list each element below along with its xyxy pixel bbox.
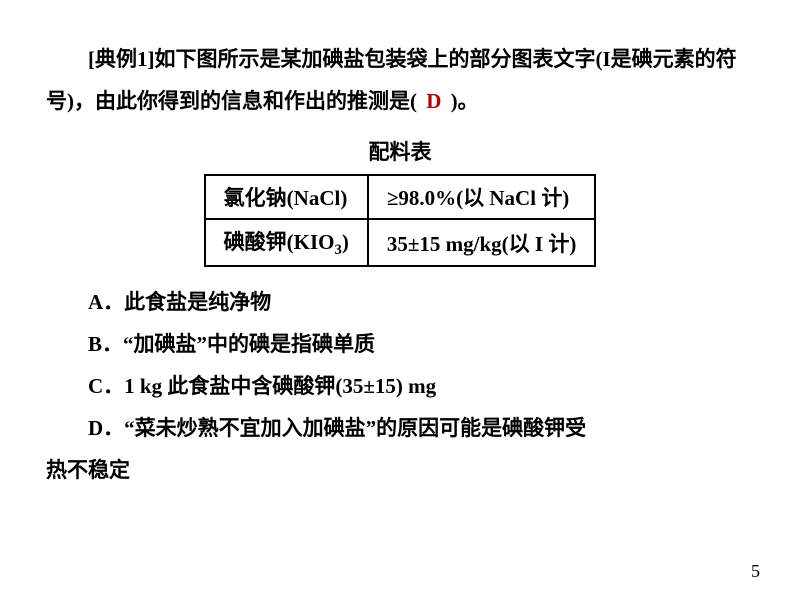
cell-kio3-name: 碘酸钾(KIO3) [205, 219, 368, 266]
question-intro: [典例1]如下图所示是某加碘盐包装袋上的部分图表文字(I是碘元素的符号)，由此你… [46, 38, 754, 122]
kio3-suffix: 计) [543, 232, 576, 256]
nacl-val-prefix: ≥98.0%(以 [387, 186, 490, 210]
options-block: A．此食盐是纯净物 B．“加碘盐”中的碘是指碘单质 C．1 kg 此食盐中含碘酸… [46, 281, 754, 491]
page-number: 5 [751, 561, 760, 582]
nacl-val-suffix: 计) [536, 186, 569, 210]
nacl-chem: NaCl [489, 186, 536, 210]
kio3-val: 35±15 mg/kg(以 [387, 232, 535, 256]
answer-letter: D [422, 89, 445, 113]
opt-c-prefix: C． [88, 374, 124, 398]
option-c: C．1 kg 此食盐中含碘酸钾(35±15) mg [46, 365, 754, 407]
opt-c-num: 1 kg [124, 374, 167, 398]
cell-kio3-value: 35±15 mg/kg(以 I 计) [368, 219, 595, 266]
lparen: ( [410, 89, 417, 113]
kio3-f-a: (KIO [287, 230, 335, 254]
opt-c-mid: 此食盐中含碘酸钾 [167, 374, 335, 398]
ingredient-table: 氯化钠(NaCl) ≥98.0%(以 NaCl 计) 碘酸钾(KIO3) 35±… [204, 174, 597, 267]
kio3-cn: 碘酸钾 [224, 230, 287, 254]
kio3-chem: I [535, 232, 543, 256]
option-d-line1: D．“菜未炒熟不宜加入加碘盐”的原因可能是碘酸钾受 [46, 407, 754, 449]
kio3-sub: 3 [335, 242, 342, 258]
example-label: [典例1] [88, 47, 155, 71]
cell-nacl-value: ≥98.0%(以 NaCl 计) [368, 175, 595, 219]
cell-nacl-name: 氯化钠(NaCl) [205, 175, 368, 219]
opt-c-val: (35±15) mg [335, 374, 436, 398]
nacl-cn: 氯化钠 [224, 186, 287, 210]
nacl-formula: (NaCl) [287, 186, 348, 210]
table-row: 碘酸钾(KIO3) 35±15 mg/kg(以 I 计) [205, 219, 596, 266]
rparen: )。 [451, 89, 479, 113]
table-row: 氯化钠(NaCl) ≥98.0%(以 NaCl 计) [205, 175, 596, 219]
option-a: A．此食盐是纯净物 [46, 281, 754, 323]
option-d-line2: 热不稳定 [46, 449, 754, 491]
option-b: B．“加碘盐”中的碘是指碘单质 [46, 323, 754, 365]
table-title: 配料表 [46, 136, 754, 166]
intro-text1: 如下图所示是某加碘盐包装袋上的部分图表文字 [155, 47, 596, 71]
kio3-f-b: ) [342, 230, 349, 254]
